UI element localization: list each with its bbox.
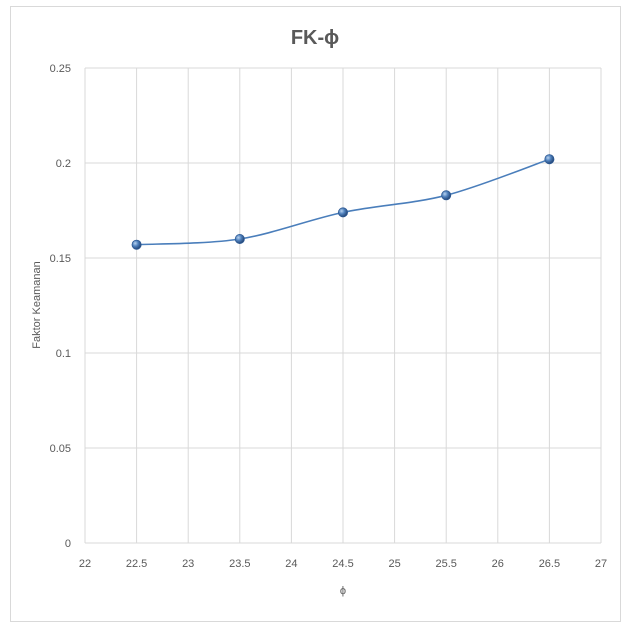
x-tick-label: 26.5 — [539, 558, 560, 570]
chart-area — [10, 6, 621, 622]
x-tick-label: 26 — [492, 558, 504, 570]
y-tick-label: 0.2 — [56, 158, 71, 170]
chart-title: FK-ϕ — [291, 27, 339, 49]
y-tick-label: 0.15 — [50, 253, 71, 265]
y-tick-label: 0.05 — [50, 443, 71, 455]
x-tick-label: 25 — [388, 558, 400, 570]
data-point — [441, 190, 452, 201]
y-tick-label: 0.1 — [56, 348, 71, 360]
y-axis-title: Faktor Keamanan — [31, 261, 43, 348]
data-point — [337, 207, 348, 218]
grid — [84, 67, 602, 544]
y-tick-label: 0 — [65, 538, 71, 550]
x-axis-ticks: 22 22.5 23 23.5 24 24.5 25 25.5 26 26.5 27 — [79, 558, 607, 570]
series-group — [131, 154, 555, 250]
y-axis-ticks: 0 0.05 0.1 0.15 0.2 0.25 — [50, 63, 71, 550]
x-tick-label: 22 — [79, 558, 91, 570]
data-point — [544, 154, 555, 165]
data-point — [131, 239, 142, 250]
x-tick-label: 24 — [285, 558, 297, 570]
x-tick-label: 23 — [182, 558, 194, 570]
x-tick-label: 22.5 — [126, 558, 147, 570]
x-tick-label: 25.5 — [435, 558, 456, 570]
data-point — [234, 233, 245, 244]
y-tick-label: 0.25 — [50, 63, 71, 75]
x-axis-title: ϕ — [340, 585, 346, 597]
x-tick-label: 24.5 — [332, 558, 353, 570]
x-tick-label: 27 — [595, 558, 607, 570]
x-tick-label: 23.5 — [229, 558, 250, 570]
